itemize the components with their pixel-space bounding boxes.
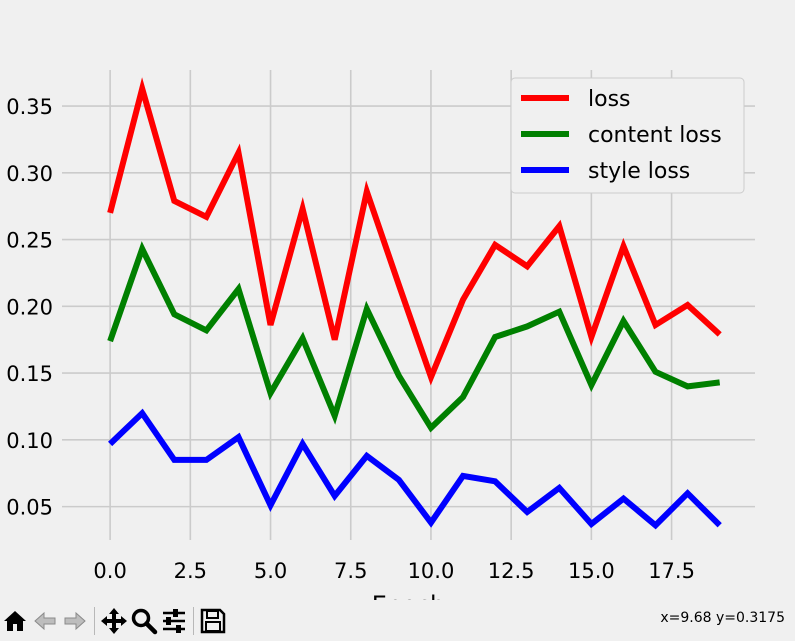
line-chart: 0.0 2.5 5.0 7.5 10.0 12.5 15.0 17.5 0.05 0.10 0.1… [6,70,755,600]
figure: 0.0 2.5 5.0 7.5 10.0 12.5 15.0 17.5 0.05 0.10 0.1… [6,70,755,600]
configure-icon [163,608,185,633]
pan-button[interactable] [99,604,129,638]
forward-button[interactable] [60,604,90,638]
save-icon [200,608,226,633]
toolbar-separator [94,606,95,635]
legend-label: style loss [588,159,690,184]
legend-label: content loss [588,123,722,148]
configure-subplots-button[interactable] [159,604,189,638]
x-tick-label: 7.5 [334,559,367,583]
back-button[interactable] [30,604,60,638]
home-button[interactable] [0,604,30,638]
series-lines [107,77,722,530]
legend-label: loss [588,87,631,112]
toolbar-separator [193,606,194,635]
y-tick-label: 0.10 [6,429,53,453]
series-line-loss [107,77,722,386]
y-tick-labels: 0.05 0.10 0.15 0.20 0.25 0.30 0.35 [6,95,53,520]
legend-frame [510,77,745,194]
y-tick-label: 0.05 [6,496,53,520]
series-line-content-loss [107,241,721,433]
x-tick-label: 10.0 [408,559,455,583]
save-button[interactable] [198,604,228,638]
y-tick-label: 0.15 [6,362,53,386]
legend: loss content loss style loss [510,77,745,194]
coordinate-readout: x=9.68 y=0.3175 [660,610,785,626]
series-line-style-loss [108,408,722,530]
y-tick-label: 0.35 [6,95,53,119]
x-tick-label: 0.0 [93,559,126,583]
x-tick-label: 17.5 [648,559,695,583]
forward-icon [64,611,86,630]
x-tick-label: 12.5 [488,559,535,583]
x-axis-label: Epoch [372,591,446,600]
y-tick-label: 0.20 [6,295,53,319]
x-tick-label: 5.0 [254,559,287,583]
x-tick-label: 2.5 [174,559,207,583]
pan-icon [101,607,127,634]
zoom-icon [131,608,158,634]
zoom-button[interactable] [129,604,159,638]
x-tick-labels: 0.0 2.5 5.0 7.5 10.0 12.5 15.0 17.5 [93,559,695,583]
navigation-toolbar: x=9.68 y=0.3175 [0,600,795,641]
x-tick-label: 15.0 [568,559,615,583]
y-tick-label: 0.30 [6,162,53,186]
back-icon [34,611,56,630]
y-tick-label: 0.25 [6,229,53,253]
home-icon [4,610,26,631]
